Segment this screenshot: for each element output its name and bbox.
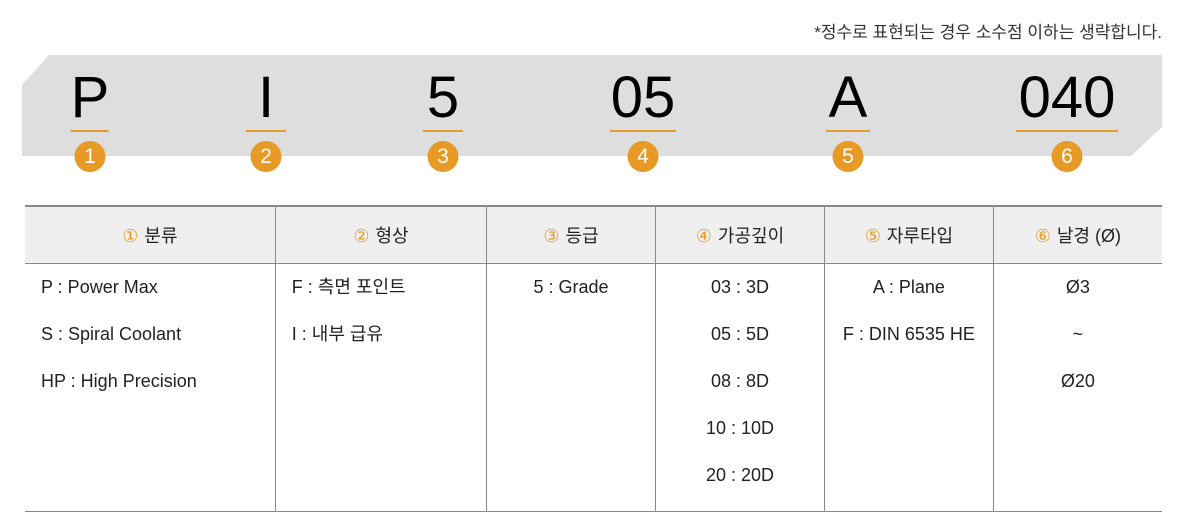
code-segment: 5	[423, 68, 463, 132]
cell-item: ~	[1072, 324, 1084, 344]
column-header: ② 형상	[274, 205, 487, 264]
header-number: ⑤	[864, 226, 881, 246]
cell-item: F : DIN 6535 HE	[842, 324, 975, 344]
code-segment: A	[826, 68, 870, 132]
spec-table: ① 분류 ② 형상 ③ 등급 ④ 가공깊이 ⑤ 자루타입 ⑥ 날경 (Ø) P : Power Max…	[25, 205, 1162, 512]
code-char: 5	[426, 65, 460, 130]
header-label: 자루타입	[886, 226, 954, 246]
column-header: ⑥ 날경 (Ø)	[992, 205, 1162, 264]
note-text: *정수로 표현되는 경우 소수점 이하는 생략합니다.	[814, 23, 1162, 42]
code-underline	[1016, 130, 1118, 132]
code-number-badge: 1	[74, 141, 106, 172]
code-number-badge: 4	[627, 141, 659, 172]
code-number-badge: 2	[250, 141, 282, 172]
code-underline	[70, 130, 109, 132]
cell-item: 20 : 20D	[705, 465, 774, 485]
cell-item: HP : High Precision	[41, 371, 197, 391]
cell-item: 03 : 3D	[710, 277, 769, 297]
code-char: P	[70, 65, 110, 130]
cell-item: F : 측면 포인트	[291, 277, 406, 297]
column-cell: Ø3 ~ Ø20	[992, 263, 1162, 512]
header-number: ④	[695, 226, 712, 246]
header-number: ③	[543, 226, 560, 246]
column-header: ⑤ 자루타입	[824, 205, 994, 264]
column-header: ④ 가공깊이	[654, 205, 825, 264]
code-underline	[826, 130, 870, 132]
cell-item: 05 : 5D	[710, 324, 769, 344]
code-underline	[246, 130, 286, 132]
column-cell: 5 : Grade	[486, 263, 656, 512]
header-label: 분류	[144, 226, 178, 246]
header-number: ⑥	[1034, 226, 1051, 246]
cell-item: Ø3	[1065, 277, 1090, 297]
code-char: 05	[610, 65, 676, 130]
cell-item: A : Plane	[872, 277, 945, 297]
column-header: ① 분류	[25, 205, 276, 264]
cell-item: Ø20	[1060, 371, 1095, 391]
code-segment: 040	[1016, 68, 1118, 132]
code-banner	[22, 55, 1162, 156]
cell-item: 5 : Grade	[533, 277, 609, 297]
column-cell: 03 : 3D 05 : 5D 08 : 8D 10 : 10D 20 : 20D	[654, 263, 825, 512]
code-underline	[610, 130, 676, 132]
code-underline	[423, 130, 463, 132]
code-segment: 05	[610, 68, 676, 132]
header-label: 가공깊이	[717, 226, 785, 246]
header-label: 형상	[375, 226, 409, 246]
column-cell: A : Plane F : DIN 6535 HE	[824, 263, 994, 512]
header-number: ①	[122, 226, 139, 246]
cell-item: S : Spiral Coolant	[41, 324, 182, 344]
cell-item: 08 : 8D	[710, 371, 769, 391]
header-label: 등급	[565, 226, 599, 246]
code-number-badge: 3	[427, 141, 459, 172]
code-char: A	[828, 65, 868, 130]
column-cell: P : Power Max S : Spiral Coolant HP : High…	[25, 263, 276, 512]
cell-item: I : 내부 급유	[291, 324, 384, 344]
code-number-badge: 5	[832, 141, 864, 172]
code-segment: P	[70, 65, 110, 132]
code-char: 040	[1018, 65, 1116, 130]
column-header: ③ 등급	[486, 205, 656, 264]
cell-item: P : Power Max	[41, 277, 158, 297]
code-char: I	[257, 65, 275, 130]
code-segment: I	[246, 68, 286, 132]
cell-item: 10 : 10D	[705, 418, 774, 438]
header-number: ②	[353, 226, 370, 246]
column-cell: F : 측면 포인트 I : 내부 급유	[274, 263, 487, 512]
header-label: 날경 (Ø)	[1056, 226, 1121, 246]
code-number-badge: 6	[1051, 141, 1083, 172]
